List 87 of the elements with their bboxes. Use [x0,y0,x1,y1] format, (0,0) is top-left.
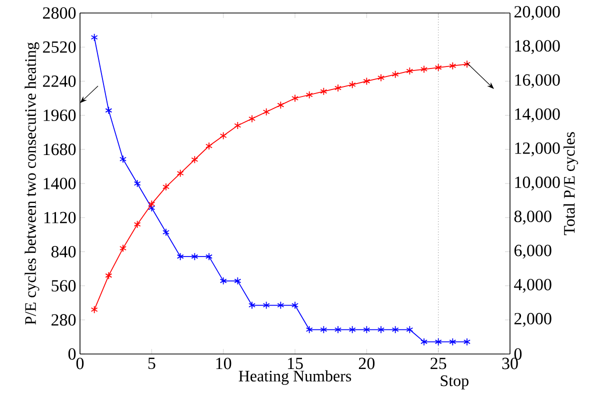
point [363,77,370,86]
point [306,326,313,334]
y-tick-label: 1400 [44,178,76,190]
point [449,62,456,70]
y-tick-label: 840 [51,246,76,258]
point [262,301,270,310]
y2-tick-label: 16,000 [515,74,560,88]
x-tick-label: 30 [502,358,518,370]
point [334,84,342,92]
point [120,244,126,252]
point [206,142,212,150]
point [234,276,242,285]
point [363,326,370,334]
point [220,276,227,285]
point [406,67,414,75]
point [90,33,98,42]
x-axis-title: Heating Numbers [238,370,352,385]
ref-line-label: Stop [440,375,468,390]
point [162,182,170,191]
y2-tick-label: 4,000 [514,278,552,293]
y2-tick-label: 14,000 [515,108,560,122]
y2-axis-title: Total P/E cycles [564,132,578,236]
point [90,306,98,314]
point [162,228,170,236]
y2-tick-label: 2,000 [514,312,552,327]
point [120,155,126,164]
y2-tick-label: 6,000 [514,244,552,259]
x-tick-label: 20 [358,358,375,370]
point [348,326,356,334]
point [320,87,328,96]
point [420,338,428,346]
point [406,326,414,334]
y-tick-label: 0 [68,348,76,360]
point [434,338,442,346]
y2-tick-label: 0 [514,348,522,360]
y2-tick-label: 8,000 [514,210,552,225]
point [334,326,342,334]
y2-tick-label: 20,000 [514,6,560,20]
point [449,338,456,346]
point [134,220,141,228]
point [420,65,428,74]
point [464,338,470,346]
point [105,272,112,280]
point [105,106,112,114]
point [277,101,284,110]
y-tick-label: 560 [52,280,76,292]
y-axis-title: P/E cycles between two consecutive heating [24,42,40,325]
point [262,108,270,116]
point [378,326,384,334]
x-tick-label: 5 [148,358,156,370]
point [392,70,399,78]
y-tick-label: 2800 [43,7,76,19]
point [176,252,184,261]
x-tick-label: 10 [216,358,232,370]
point [191,156,198,164]
point [378,74,384,82]
point [248,301,256,310]
point [148,204,156,212]
point [191,252,198,261]
point [306,90,313,99]
y-tick-label: 2520 [43,41,76,53]
y-tick-label: 1960 [44,110,76,122]
point [220,132,227,140]
y-tick-label: 2240 [43,75,76,87]
y-tick-label: 1120 [44,212,76,224]
point [464,60,470,68]
point [292,301,298,310]
y2-tick-label: 12,000 [515,142,560,156]
point [277,301,284,310]
point [148,200,156,208]
point [248,114,256,123]
x-tick-label: 25 [430,358,446,370]
y2-tick-label: 10,000 [515,176,560,190]
point [134,180,141,188]
point [320,326,328,334]
point [292,94,298,102]
point [434,64,442,72]
point [234,122,242,130]
point [348,80,356,89]
y-tick-label: 280 [52,314,76,326]
x-tick-label: 15 [288,358,303,370]
y-tick-label: 1680 [44,144,76,156]
point [392,326,399,334]
x-tick-label: 0 [76,358,84,370]
y2-tick-label: 18,000 [515,40,560,54]
point [206,252,212,261]
point [176,169,184,178]
